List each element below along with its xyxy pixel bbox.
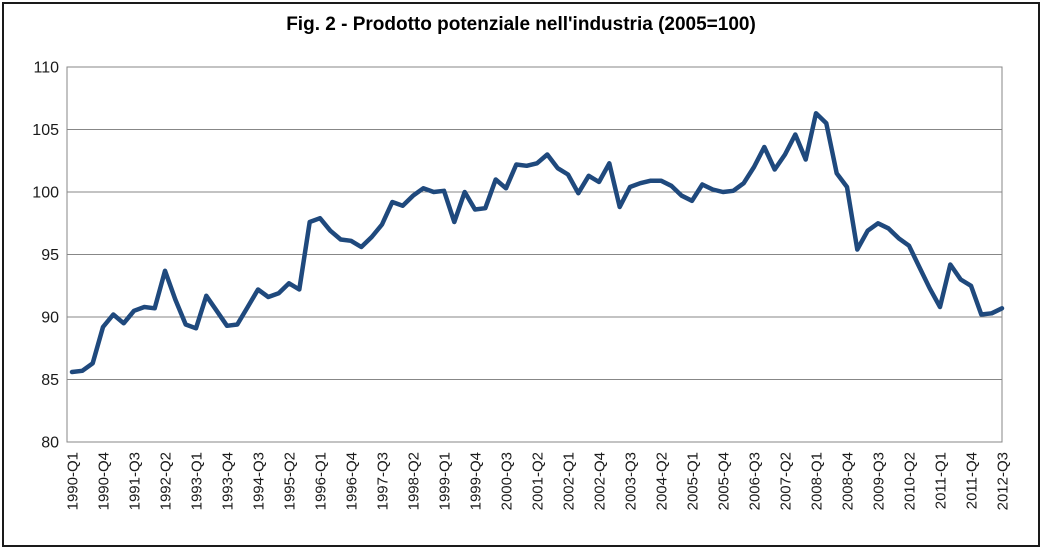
- x-axis-label-2001-Q2: 2001-Q2: [530, 452, 547, 510]
- x-axis-label-1993-Q1: 1993-Q1: [189, 452, 206, 510]
- y-axis-label-110: 110: [33, 60, 59, 77]
- y-axis-label-90: 90: [41, 310, 59, 327]
- x-axis-label-2000-Q3: 2000-Q3: [499, 452, 516, 510]
- x-axis-label-1996-Q4: 1996-Q4: [344, 452, 361, 510]
- y-axis-label-80: 80: [41, 435, 59, 452]
- x-axis-label-2010-Q2: 2010-Q2: [902, 452, 919, 510]
- x-axis-label-1995-Q2: 1995-Q2: [282, 452, 299, 510]
- x-axis-label-1999-Q4: 1999-Q4: [468, 452, 485, 510]
- x-axis-label-2004-Q2: 2004-Q2: [654, 452, 671, 510]
- x-axis-label-1996-Q1: 1996-Q1: [313, 452, 330, 510]
- plot-area-border: [66, 66, 1003, 443]
- chart-title: Fig. 2 - Prodotto potenziale nell'indust…: [286, 14, 756, 35]
- y-axis-label-105: 105: [32, 122, 59, 139]
- x-axis-label-2011-Q1: 2011-Q1: [933, 452, 950, 509]
- x-axis-label-1999-Q1: 1999-Q1: [437, 452, 454, 510]
- y-axis-label-100: 100: [32, 185, 59, 202]
- x-axis-label-2008-Q1: 2008-Q1: [809, 452, 826, 510]
- x-axis-label-1993-Q4: 1993-Q4: [220, 452, 237, 510]
- x-axis-label-2009-Q3: 2009-Q3: [871, 452, 888, 510]
- y-axis-label-85: 85: [41, 372, 59, 389]
- series-prodotto-potenziale: [69, 111, 1005, 375]
- x-axis-label-2012-Q3: 2012-Q3: [995, 452, 1012, 510]
- x-axis-label-2008-Q4: 2008-Q4: [840, 452, 857, 510]
- x-axis-label-1990-Q4: 1990-Q4: [96, 452, 113, 510]
- x-axis-label-2005-Q1: 2005-Q1: [685, 452, 702, 510]
- x-axis-label-1998-Q2: 1998-Q2: [406, 452, 423, 510]
- line-chart: 80 85 90 95 100 105 110 1990-Q1 1990-Q4 1991-Q3 19…: [32, 60, 1012, 511]
- x-axis-label-1992-Q2: 1992-Q2: [158, 452, 175, 510]
- x-axis-label-2002-Q1: 2002-Q1: [561, 452, 578, 510]
- x-axis-label-1994-Q3: 1994-Q3: [251, 452, 268, 510]
- x-axis-label-2011-Q4: 2011-Q4: [964, 452, 981, 509]
- x-axis-label-2007-Q2: 2007-Q2: [778, 452, 795, 510]
- x-axis-label-1997-Q3: 1997-Q3: [375, 452, 392, 510]
- x-axis-label-1991-Q3: 1991-Q3: [127, 452, 144, 510]
- x-axis-label-2002-Q4: 2002-Q4: [592, 452, 609, 510]
- x-axis-label-2003-Q3: 2003-Q3: [623, 452, 640, 510]
- x-axis-label-2005-Q4: 2005-Q4: [716, 452, 733, 510]
- x-axis-label-2006-Q3: 2006-Q3: [747, 452, 764, 510]
- x-axis-label-1990-Q1: 1990-Q1: [65, 452, 82, 510]
- y-axis-label-95: 95: [41, 247, 59, 264]
